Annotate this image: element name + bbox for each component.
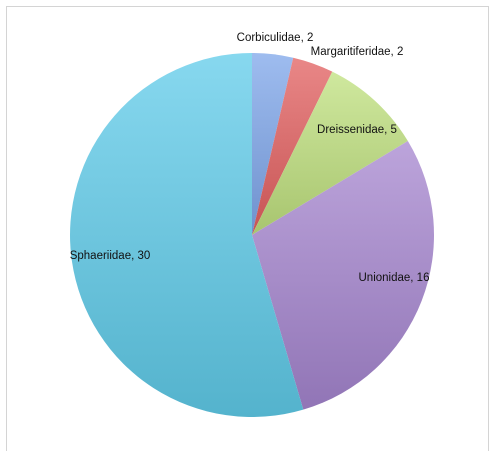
slice-label-unionidae: Unionidae, 16: [359, 272, 430, 284]
pie-slice-margaritiferidae: [252, 57, 333, 236]
pie-slice-sphaeriidae: [70, 53, 304, 417]
chart-frame: Corbiculidae, 2 Margaritiferidae, 2 Dreiss…: [6, 6, 489, 451]
pie-slice-unionidae: [252, 141, 435, 410]
slice-label-dreissenidae: Dreissenidae, 5: [317, 124, 397, 136]
slice-label-corbiculidae: Corbiculidae, 2: [237, 32, 314, 44]
pie-slice-corbiculidae: [252, 53, 294, 235]
pie-labels: Corbiculidae, 2 Margaritiferidae, 2 Dreiss…: [70, 32, 430, 284]
slice-label-sphaeriidae: Sphaeriidae, 30: [70, 250, 151, 262]
slice-label-margaritiferidae: Margaritiferidae, 2: [311, 46, 404, 58]
pie-slices: [70, 53, 435, 417]
pie-chart: Corbiculidae, 2 Margaritiferidae, 2 Dreiss…: [70, 32, 435, 417]
pie-slice-dreissenidae: [252, 71, 408, 235]
